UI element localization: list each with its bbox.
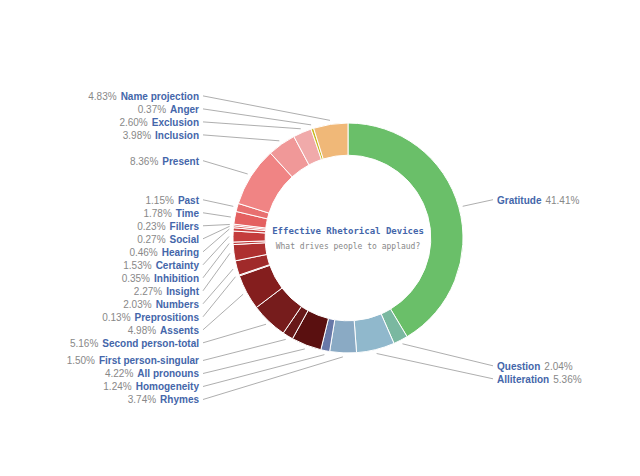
svg-text:5.16%Second person-total: 5.16%Second person-total	[70, 337, 199, 348]
svg-text:3.74%Rhymes: 3.74%Rhymes	[128, 394, 200, 405]
svg-text:Alliteration5.36%: Alliteration5.36%	[497, 373, 582, 384]
svg-text:1.24%Homogeneity: 1.24%Homogeneity	[103, 381, 199, 392]
svg-text:Question2.04%: Question2.04%	[497, 360, 573, 371]
svg-text:0.37%Anger: 0.37%Anger	[138, 103, 199, 114]
svg-text:1.78%Time: 1.78%Time	[143, 207, 199, 218]
svg-text:4.22%All pronouns: 4.22%All pronouns	[105, 368, 199, 379]
svg-text:2.60%Exclusion: 2.60%Exclusion	[119, 116, 199, 127]
svg-text:8.36%Present: 8.36%Present	[130, 155, 200, 166]
html-text:Effective Rhetorical Devices: Effective Rhetorical Devices	[272, 225, 424, 236]
svg-text:0.46%Hearing: 0.46%Hearing	[129, 246, 199, 257]
svg-text:2.27%Insight: 2.27%Insight	[134, 285, 200, 296]
svg-text:0.13%Preprositions: 0.13%Preprositions	[102, 311, 199, 322]
svg-text:1.15%Past: 1.15%Past	[146, 194, 200, 205]
svg-text:4.83%Name projection: 4.83%Name projection	[88, 90, 199, 101]
svg-text:0.23%Fillers: 0.23%Fillers	[137, 220, 199, 231]
svg-text:4.98%Assents: 4.98%Assents	[128, 324, 200, 335]
svg-text:2.03%Numbers: 2.03%Numbers	[123, 298, 199, 309]
svg-text:0.35%Inhibition: 0.35%Inhibition	[122, 272, 199, 283]
html-text:What drives people to applaud?: What drives people to applaud?	[275, 241, 421, 251]
svg-text:0.27%Social: 0.27%Social	[137, 233, 199, 244]
svg-text:3.98%Inclusion: 3.98%Inclusion	[123, 129, 199, 140]
svg-text:Gratitude41.41%: Gratitude41.41%	[497, 194, 579, 205]
svg-text:1.50%First person-singular: 1.50%First person-singular	[67, 355, 199, 366]
svg-text:1.53%Certainty: 1.53%Certainty	[123, 259, 199, 270]
